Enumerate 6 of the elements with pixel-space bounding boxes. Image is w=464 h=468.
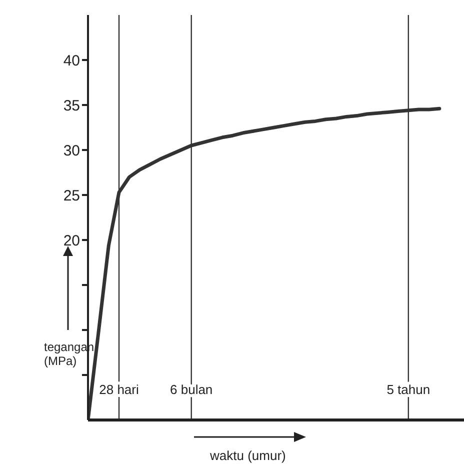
y-tick-label: 25 (63, 187, 80, 204)
y-tick-label: 40 (63, 52, 80, 70)
y-tick-label: 30 (63, 142, 80, 160)
y-tick-label: 35 (63, 97, 80, 114)
y-tick-label: 20 (63, 232, 80, 250)
x-axis-title: waktu (umur) (210, 448, 286, 463)
